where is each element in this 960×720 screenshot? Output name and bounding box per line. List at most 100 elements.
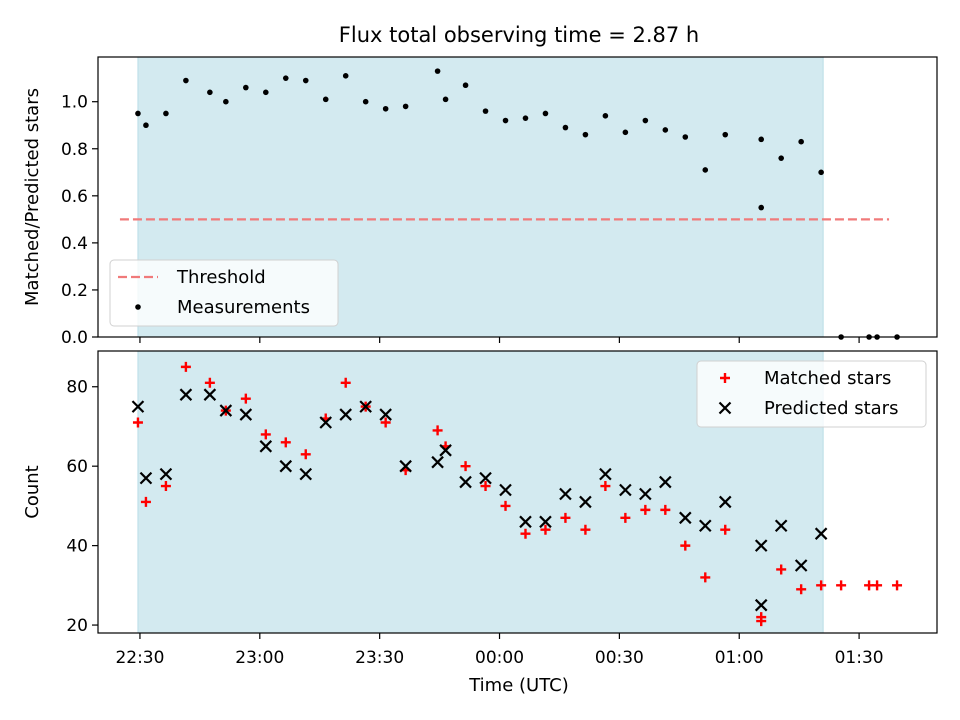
data-point <box>818 169 824 176</box>
y-axis-label: Count <box>22 465 43 518</box>
data-point <box>379 408 392 421</box>
data-point <box>754 539 768 552</box>
legend-box <box>696 360 927 428</box>
data-point <box>816 580 827 591</box>
data-point <box>602 113 609 119</box>
x-tick-label: 01:00 <box>715 648 764 668</box>
data-point <box>502 117 509 124</box>
data-point <box>339 408 352 421</box>
y-tick-label: 0.4 <box>61 234 88 254</box>
data-point <box>263 89 269 96</box>
data-point <box>183 77 189 84</box>
data-point <box>640 504 651 515</box>
data-point <box>519 515 532 529</box>
data-point <box>180 361 191 372</box>
data-point <box>132 417 143 428</box>
data-point <box>240 393 251 404</box>
data-point <box>139 471 153 485</box>
data-point <box>460 461 471 472</box>
y-tick-label: 0.2 <box>61 281 88 301</box>
data-point <box>660 504 671 515</box>
plot-frame <box>97 56 938 338</box>
data-point <box>662 127 669 133</box>
data-point <box>539 515 552 529</box>
y-tick-label: 20 <box>66 616 88 636</box>
ratio-panel: 0.0 0.2 0.4 0.6 0.8 1.0 Matched/Predicted star… <box>22 56 938 348</box>
data-point <box>580 524 591 535</box>
data-point <box>432 425 443 436</box>
data-point <box>362 98 369 105</box>
data-point <box>282 75 289 81</box>
data-point <box>599 467 612 481</box>
data-point <box>500 500 511 511</box>
data-point <box>774 519 788 533</box>
x-tick-label: 23:00 <box>235 648 284 668</box>
data-point <box>722 131 729 138</box>
data-point <box>280 437 291 448</box>
data-point <box>479 471 492 485</box>
x-tick-label: 00:30 <box>595 648 644 668</box>
legend-marker <box>718 401 732 415</box>
data-point <box>679 511 692 525</box>
data-point <box>798 138 804 145</box>
y-tick-label: 80 <box>66 378 88 398</box>
data-point <box>204 377 215 388</box>
series-measurements <box>135 68 900 340</box>
data-point <box>402 103 409 110</box>
plot-frame <box>97 350 938 634</box>
x-axis-label: Time (UTC) <box>468 675 569 696</box>
y-tick-label: 0.6 <box>61 187 88 207</box>
data-point <box>380 417 391 428</box>
data-point <box>720 524 731 535</box>
data-point <box>659 475 672 489</box>
data-point <box>160 481 171 492</box>
data-point <box>682 134 689 140</box>
chart-title: Flux total observing time = 2.87 h <box>339 23 699 47</box>
data-point <box>619 483 632 497</box>
y-tick-label: 40 <box>66 537 88 557</box>
data-point <box>359 400 372 413</box>
data-point <box>439 444 452 457</box>
data-point <box>259 440 273 453</box>
data-point <box>482 108 489 114</box>
x-tick-label: 23:30 <box>355 648 404 668</box>
data-point <box>434 68 441 74</box>
data-point <box>279 459 293 473</box>
y-tick-label: 1.0 <box>61 93 88 113</box>
data-point <box>579 495 592 509</box>
data-point <box>140 496 151 507</box>
data-point <box>582 131 589 138</box>
data-point <box>562 124 569 131</box>
data-point <box>622 129 629 136</box>
data-point <box>560 512 571 523</box>
data-point <box>814 527 828 540</box>
data-point <box>892 580 903 591</box>
legend: Matched stars Predicted stars <box>696 360 927 428</box>
data-point <box>203 388 217 401</box>
count-panel: 20 40 60 80 22:30 23:00 23:30 00:00 00:30 01:00 01… <box>22 350 938 668</box>
data-point <box>382 105 389 112</box>
data-point <box>620 512 631 523</box>
data-point <box>223 98 229 105</box>
data-point <box>319 416 333 429</box>
data-point <box>399 459 412 473</box>
data-point <box>462 82 469 89</box>
data-point <box>540 524 551 535</box>
legend: Threshold Measurements <box>109 259 339 327</box>
data-point <box>260 429 271 440</box>
data-point <box>758 204 765 211</box>
data-point <box>302 77 309 84</box>
legend-label: Measurements <box>177 297 310 318</box>
data-point <box>794 559 808 572</box>
data-point <box>836 580 847 591</box>
data-point <box>207 89 213 96</box>
data-point <box>340 377 351 388</box>
data-point <box>480 481 491 492</box>
data-point <box>442 96 449 103</box>
data-point <box>639 487 652 501</box>
data-point <box>143 122 149 129</box>
x-tick-label: 22:30 <box>115 648 164 668</box>
data-point <box>300 449 311 460</box>
legend-label: Threshold <box>176 267 266 288</box>
